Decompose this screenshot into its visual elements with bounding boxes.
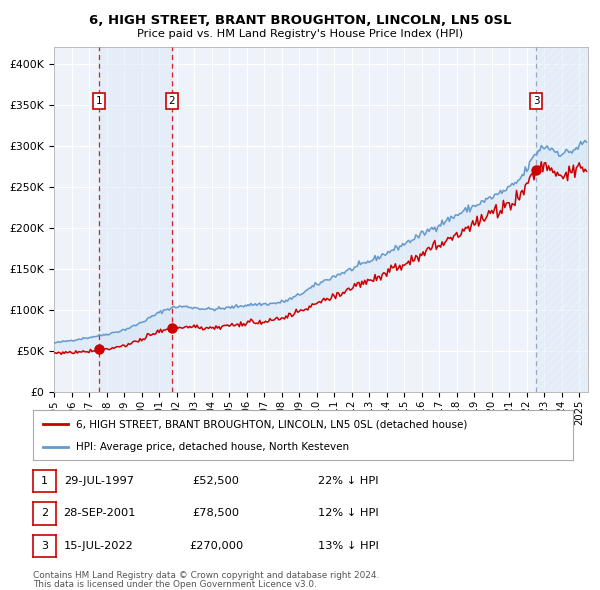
Text: 22% ↓ HPI: 22% ↓ HPI (318, 476, 379, 486)
Text: Price paid vs. HM Land Registry's House Price Index (HPI): Price paid vs. HM Land Registry's House … (137, 30, 463, 39)
Text: 29-JUL-1997: 29-JUL-1997 (64, 476, 134, 486)
Text: 15-JUL-2022: 15-JUL-2022 (64, 541, 134, 550)
Text: 1: 1 (95, 96, 103, 106)
Text: 1: 1 (41, 476, 48, 486)
Text: HPI: Average price, detached house, North Kesteven: HPI: Average price, detached house, Nort… (76, 442, 349, 452)
Text: £270,000: £270,000 (189, 541, 243, 550)
Bar (99, 47, 172, 392)
Text: 6, HIGH STREET, BRANT BROUGHTON, LINCOLN, LN5 0SL: 6, HIGH STREET, BRANT BROUGHTON, LINCOLN… (89, 14, 511, 27)
Text: 6, HIGH STREET, BRANT BROUGHTON, LINCOLN, LN5 0SL (detached house): 6, HIGH STREET, BRANT BROUGHTON, LINCOLN… (76, 419, 467, 429)
Text: £78,500: £78,500 (193, 509, 239, 518)
Bar (536, 47, 588, 392)
Text: This data is licensed under the Open Government Licence v3.0.: This data is licensed under the Open Gov… (33, 579, 317, 589)
Text: 2: 2 (41, 509, 48, 518)
Text: 12% ↓ HPI: 12% ↓ HPI (318, 509, 379, 518)
Text: £52,500: £52,500 (193, 476, 239, 486)
Text: Contains HM Land Registry data © Crown copyright and database right 2024.: Contains HM Land Registry data © Crown c… (33, 571, 379, 580)
Text: 28-SEP-2001: 28-SEP-2001 (63, 509, 135, 518)
Text: 2: 2 (169, 96, 175, 106)
Text: 3: 3 (533, 96, 539, 106)
Text: 3: 3 (41, 541, 48, 550)
Text: 13% ↓ HPI: 13% ↓ HPI (318, 541, 379, 550)
